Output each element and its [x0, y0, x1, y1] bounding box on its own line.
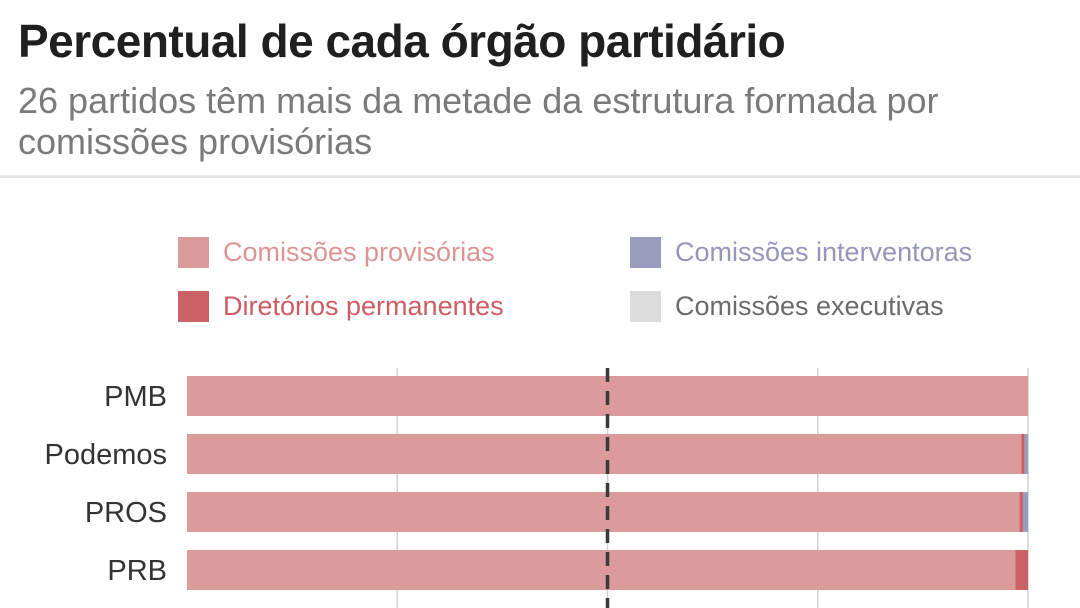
legend-label-comissoes-provisorias: Comissões provisórias	[223, 236, 495, 267]
bar-podemos-series-1	[1021, 434, 1025, 474]
legend-label-comissoes-executivas: Comissões executivas	[675, 290, 944, 321]
legend-label-comissoes-interventoras: Comissões interventoras	[675, 236, 973, 267]
bar-prb-series-0	[187, 550, 1016, 590]
legend-item-comissoes-provisorias: Comissões provisórias	[178, 236, 495, 268]
legend-item-comissoes-executivas: Comissões executivas	[630, 290, 944, 322]
legend-swatch-diretorios-permanentes	[178, 290, 209, 322]
chart-title: Percentual de cada órgão partidário	[18, 15, 786, 67]
legend-swatch-comissoes-executivas	[630, 290, 661, 322]
legend-swatch-comissoes-provisorias	[178, 236, 209, 268]
bar-podemos-series-2	[1024, 434, 1028, 474]
chart-subtitle: 26 partidos têm mais da metade da estrut…	[18, 80, 939, 162]
bar-pros-series-2	[1022, 492, 1028, 532]
legend-swatch-comissoes-interventoras	[630, 236, 661, 268]
category-label-pmb: PMB	[104, 381, 167, 413]
legend-label-diretorios-permanentes: Diretórios permanentes	[223, 290, 504, 321]
legend-item-diretorios-permanentes: Diretórios permanentes	[178, 290, 504, 322]
bar-pros-series-1	[1019, 492, 1023, 532]
category-label-podemos: Podemos	[44, 439, 167, 471]
bar-prb-series-1	[1015, 550, 1028, 590]
category-label-pros: PROS	[85, 497, 167, 529]
category-label-prb: PRB	[107, 555, 167, 587]
legend-item-comissoes-interventoras: Comissões interventoras	[630, 236, 972, 268]
bar-podemos-series-0	[187, 434, 1022, 474]
header-divider	[0, 175, 1080, 178]
stacked-bar-chart: PMB Podemos PROS PRB	[44, 368, 1029, 608]
bar-pros-series-0	[187, 492, 1020, 532]
